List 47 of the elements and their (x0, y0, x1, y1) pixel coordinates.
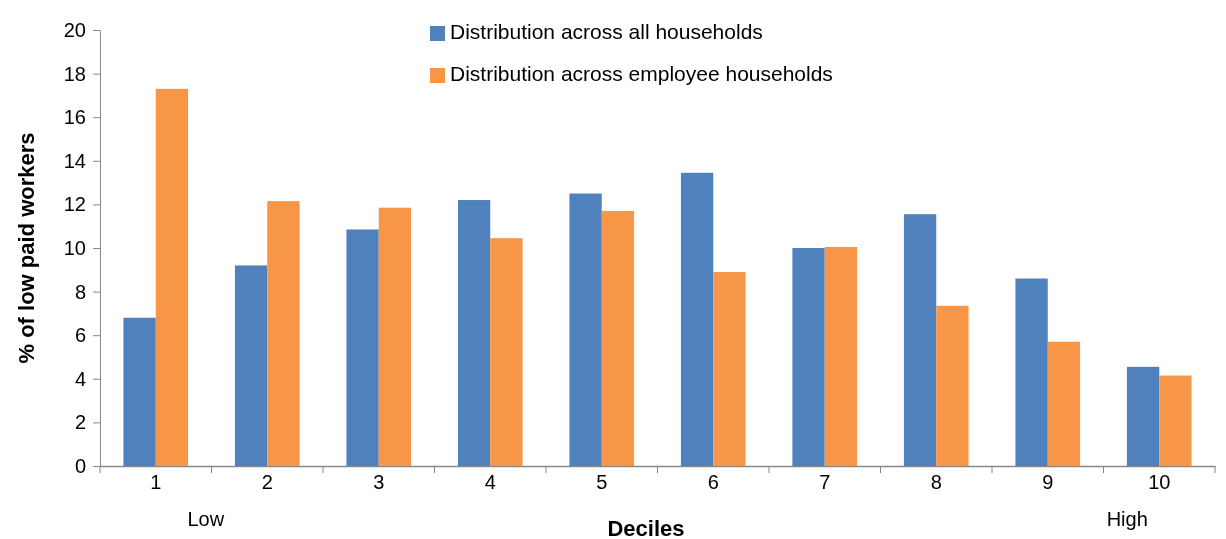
bar (267, 201, 300, 466)
bar (713, 271, 746, 466)
x-tick-label: 8 (930, 471, 942, 493)
y-tick-label: 14 (63, 149, 86, 172)
bar (1015, 278, 1048, 466)
x-tick-label: 9 (1042, 471, 1054, 493)
bar (824, 246, 858, 466)
y-tick-label: 6 (74, 324, 86, 347)
x-tick-label: 7 (819, 471, 831, 493)
bar (123, 317, 156, 466)
y-axis-title: % of low paid workers (14, 132, 39, 364)
x-tick-label: 10 (1148, 471, 1171, 493)
bar (155, 88, 189, 466)
x-tick-label: 6 (707, 471, 719, 493)
bar (936, 305, 969, 466)
bar (490, 238, 523, 466)
y-tick-label: 10 (63, 236, 86, 259)
x-tick-label: 2 (261, 471, 273, 493)
bar (601, 210, 635, 466)
bar (792, 248, 825, 466)
x-tick-label: 3 (373, 471, 385, 493)
text: Low (187, 508, 225, 530)
x-axis-title: Deciles (607, 516, 685, 539)
bar (457, 200, 491, 466)
x-tick-label: 4 (484, 471, 496, 493)
y-tick-label: 8 (74, 280, 86, 303)
y-tick-label: 2 (74, 411, 86, 434)
y-tick-label: 0 (74, 454, 86, 477)
bar (234, 265, 268, 466)
legend-label: Distribution across employee households (450, 62, 833, 85)
text: High (1106, 508, 1148, 530)
bar (569, 193, 602, 466)
bar (680, 172, 714, 466)
bar (1126, 366, 1160, 466)
bar (1047, 341, 1081, 466)
legend-label: Distribution across all households (450, 20, 763, 43)
x-tick-label: 1 (150, 471, 162, 493)
y-tick-label: 4 (74, 367, 86, 390)
y-tick-label: 16 (63, 106, 86, 129)
y-tick-label: 12 (63, 193, 86, 216)
bar (378, 207, 412, 466)
x-tick-label: 5 (596, 471, 608, 493)
bar (346, 229, 379, 466)
bar (903, 214, 937, 466)
bar (1159, 375, 1192, 466)
y-tick-label: 18 (63, 62, 86, 85)
y-tick-label: 20 (63, 18, 86, 41)
